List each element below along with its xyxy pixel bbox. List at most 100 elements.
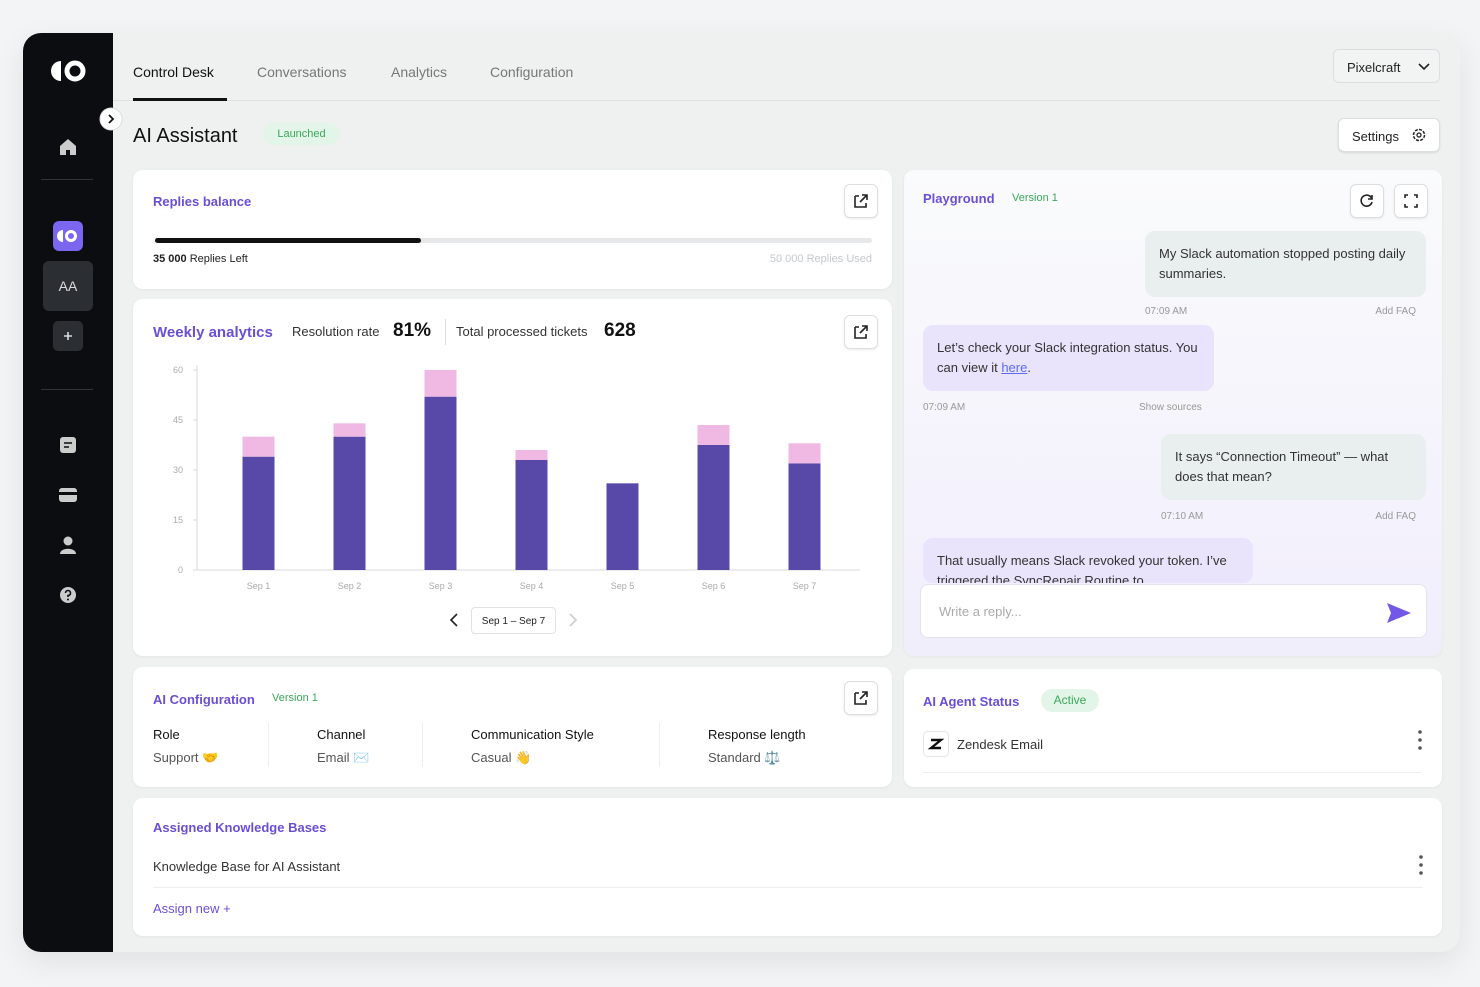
- show-sources[interactable]: Show sources: [1139, 402, 1202, 413]
- collapse-toggle[interactable]: [99, 107, 123, 131]
- bar-segment: [243, 457, 275, 570]
- header-divider: [113, 100, 1440, 101]
- divider: [659, 723, 660, 767]
- page-title: AI Assistant: [133, 126, 238, 146]
- bar-segment: [698, 425, 730, 445]
- weekly-card: Weekly analytics Resolution rate 81% Tot…: [133, 299, 892, 656]
- user-message: It says “Connection Timeout” — what does…: [1161, 434, 1426, 500]
- x-tick-label: Sep 3: [429, 581, 453, 591]
- field-label: Communication Style: [471, 728, 594, 741]
- replies-left: 35 000 Replies Left: [153, 254, 248, 265]
- workspace-select[interactable]: Pixelcraft: [1333, 49, 1440, 83]
- gear-icon: [1411, 127, 1427, 143]
- assistant-icon[interactable]: [53, 221, 83, 251]
- help-icon[interactable]: [59, 586, 77, 604]
- bar-segment: [334, 437, 366, 570]
- message-text: Let’s check your Slack integration statu…: [937, 340, 1198, 375]
- knowledge-card: Assigned Knowledge Bases Knowledge Base …: [133, 798, 1442, 936]
- docs-icon[interactable]: [59, 436, 77, 454]
- user-icon[interactable]: [58, 535, 78, 555]
- x-tick-label: Sep 7: [793, 581, 817, 591]
- message-link[interactable]: here: [1001, 360, 1027, 375]
- prev-week[interactable]: [447, 612, 461, 628]
- field-label: Channel: [317, 728, 365, 741]
- more-menu[interactable]: [1416, 729, 1424, 753]
- tab[interactable]: Control Desk: [133, 65, 214, 79]
- y-tick-label: 0: [178, 565, 183, 575]
- tab[interactable]: Analytics: [391, 65, 447, 79]
- card-title: Assigned Knowledge Bases: [153, 821, 326, 834]
- home-icon[interactable]: [58, 137, 78, 157]
- open-button[interactable]: [844, 681, 878, 715]
- expand-button[interactable]: [1394, 184, 1428, 218]
- more-menu[interactable]: [1417, 854, 1425, 878]
- x-tick-label: Sep 1: [247, 581, 271, 591]
- bar-segment: [243, 437, 275, 457]
- bar-segment: [334, 423, 366, 436]
- settings-label: Settings: [1352, 130, 1399, 143]
- divider: [268, 723, 269, 767]
- bar-segment: [607, 483, 639, 570]
- version: Version 1: [272, 693, 318, 704]
- replies-left-label: Replies Left: [190, 253, 248, 265]
- avatar[interactable]: AA: [43, 261, 93, 311]
- placeholder: Write a reply...: [939, 605, 1022, 618]
- divider: [923, 772, 1421, 773]
- active-tab-indicator: [133, 98, 227, 101]
- card-title: AI Agent Status: [923, 695, 1019, 708]
- x-tick-label: Sep 4: [520, 581, 544, 591]
- config-card: AI Configuration Version 1 Role Support 🤝…: [133, 667, 892, 787]
- replies-left-value: 35 000: [153, 253, 187, 265]
- bar-segment: [789, 443, 821, 463]
- add-faq[interactable]: Add FAQ: [1375, 511, 1416, 522]
- card-title: Replies balance: [153, 195, 251, 208]
- divider: [153, 887, 1423, 888]
- channel: Zendesk Email: [957, 738, 1043, 751]
- replies-card: Replies balance 35 000 Replies Left 50 0…: [133, 170, 892, 289]
- workspace-name: Pixelcraft: [1347, 61, 1400, 74]
- agent-card: AI Agent Status Active Zendesk Email: [904, 669, 1442, 787]
- zendesk-icon: [923, 731, 949, 757]
- reply-input[interactable]: Write a reply...: [920, 584, 1427, 638]
- bot-message: Let’s check your Slack integration statu…: [923, 325, 1214, 391]
- field-value: Casual 👋: [471, 751, 531, 764]
- sidebar: AA: [23, 33, 113, 952]
- field-label: Role: [153, 728, 180, 741]
- chevron: [1418, 61, 1430, 73]
- settings-button[interactable]: Settings: [1338, 118, 1440, 152]
- message-time: 07:09 AM: [1145, 306, 1187, 317]
- bar-segment: [516, 450, 548, 460]
- bar-segment: [425, 370, 457, 397]
- bar-segment: [425, 397, 457, 570]
- card-title: AI Configuration: [153, 693, 255, 706]
- message-time: 07:10 AM: [1161, 511, 1203, 522]
- field-value: Support 🤝: [153, 751, 218, 764]
- open-button[interactable]: [844, 184, 878, 218]
- card-title: Playground: [923, 192, 995, 205]
- bot-message: That usually means Slack revoked your to…: [923, 538, 1253, 583]
- next-week[interactable]: [566, 612, 580, 628]
- add-faq[interactable]: Add FAQ: [1375, 306, 1416, 317]
- divider: [41, 179, 93, 180]
- status-badge: Launched: [263, 123, 340, 145]
- send-button[interactable]: [1386, 602, 1412, 624]
- tab[interactable]: Configuration: [490, 65, 573, 79]
- bar-segment: [789, 463, 821, 570]
- assign-new[interactable]: Assign new +: [153, 902, 231, 915]
- divider: [422, 723, 423, 767]
- refresh-button[interactable]: [1350, 184, 1384, 218]
- bar-segment: [698, 445, 730, 570]
- knowledge-item[interactable]: Knowledge Base for AI Assistant: [153, 860, 340, 873]
- playground-card: Playground Version 1 My Slack automation…: [904, 170, 1442, 656]
- billing-icon[interactable]: [58, 486, 78, 504]
- replies-used: 50 000 Replies Used: [770, 254, 872, 265]
- tab[interactable]: Conversations: [257, 65, 347, 79]
- y-tick-label: 45: [173, 415, 183, 425]
- add-button[interactable]: [53, 321, 83, 351]
- field-value: Standard ⚖️: [708, 751, 781, 764]
- progress-fill: [155, 238, 421, 243]
- date-range: Sep 1 – Sep 7: [471, 607, 556, 634]
- y-tick-label: 30: [173, 465, 183, 475]
- divider: [41, 389, 93, 390]
- x-tick-label: Sep 2: [338, 581, 362, 591]
